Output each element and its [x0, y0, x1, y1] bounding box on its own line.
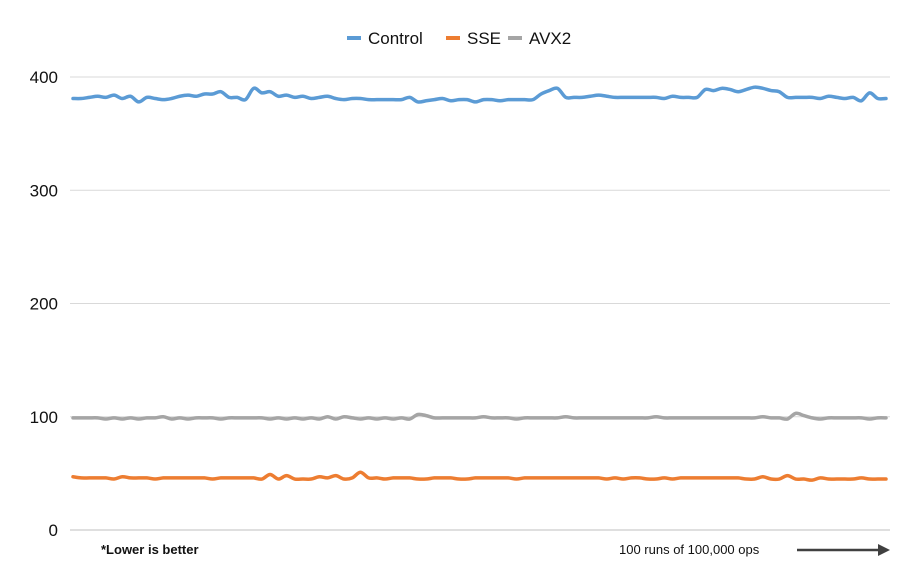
y-tick-label-300: 300 [30, 181, 58, 200]
legend-label-control: Control [368, 29, 423, 48]
y-tick-label-400: 400 [30, 68, 58, 87]
note-lower-is-better: *Lower is better [101, 542, 199, 557]
legend-label-avx2: AVX2 [529, 29, 571, 48]
gridlines [70, 76, 890, 531]
y-tick-label-200: 200 [30, 295, 58, 314]
y-tick-label-0: 0 [49, 521, 58, 540]
legend-label-sse: SSE [467, 29, 501, 48]
series-lines [71, 85, 888, 482]
x-axis-label: 100 runs of 100,000 ops [619, 542, 760, 557]
x-axis-arrow-icon [797, 544, 890, 556]
y-tick-label-100: 100 [30, 408, 58, 427]
series-line-avx2 [71, 411, 888, 421]
legend: Control SSE AVX2 [347, 29, 571, 48]
series-line-control [71, 85, 888, 104]
y-axis-ticks: 0 100 200 300 400 [30, 68, 58, 540]
series-line-sse [71, 470, 888, 482]
